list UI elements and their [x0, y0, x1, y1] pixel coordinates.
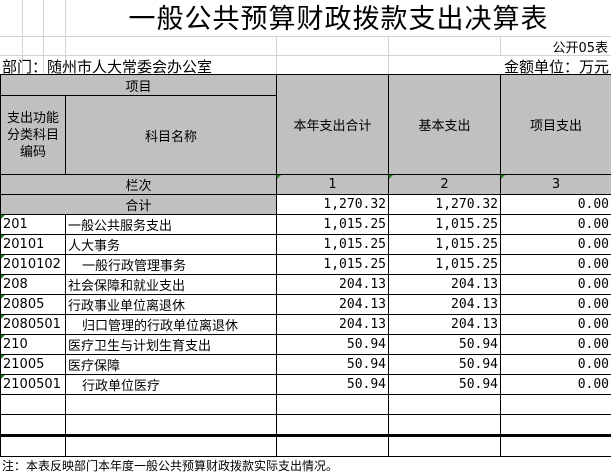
table-row: 2010102 一般行政管理事务 1,015.25 1,015.25 0.00 [0, 254, 611, 275]
row-code: 201 [0, 214, 66, 235]
seq-3: 3 [500, 174, 611, 195]
row-project: 0.00 [500, 294, 611, 315]
row-project: 0.00 [500, 234, 611, 255]
row-basic: 50.94 [388, 354, 502, 375]
empty-cell [276, 435, 390, 457]
table-row: 2080501 归口管理的行政单位离退休 204.13 204.13 0.00 [0, 314, 611, 335]
row-total: 50.94 [276, 374, 390, 395]
header-name: 科目名称 [64, 95, 278, 175]
row-basic: 1,015.25 [388, 214, 502, 235]
row-project: 0.00 [500, 214, 611, 235]
empty-cell [64, 414, 278, 436]
row-total: 204.13 [276, 294, 390, 315]
empty-cell [388, 414, 502, 436]
row-project: 0.00 [500, 254, 611, 275]
row-code: 210 [0, 334, 66, 355]
row-project: 0.00 [500, 354, 611, 375]
total-basic: 1,270.32 [388, 194, 502, 215]
row-project: 0.00 [500, 314, 611, 335]
total-project: 0.00 [500, 194, 611, 215]
row-name: 医疗卫生与计划生育支出 [64, 334, 278, 355]
empty-cell [500, 414, 611, 436]
empty-cell [276, 394, 390, 415]
empty-cell [276, 414, 390, 436]
empty-cell [500, 435, 611, 457]
page-title: 一般公共预算财政拨款支出决算表 [128, 4, 549, 35]
row-name: 人大事务 [64, 234, 278, 255]
unit-label: 金额单位：万元 [503, 58, 609, 76]
table-row: 201 一般公共服务支出 1,015.25 1,015.25 0.00 [0, 214, 611, 235]
row-name: 归口管理的行政单位离退休 [64, 314, 278, 335]
department-label: 部门：随州市人大常委会办公室 [2, 58, 213, 76]
seq-label: 栏次 [0, 174, 278, 195]
empty-cell [64, 394, 278, 415]
table-row: 21005 医疗保障 50.94 50.94 0.00 [0, 354, 611, 375]
row-total: 50.94 [276, 334, 390, 355]
empty-cell [388, 435, 502, 457]
row-name: 行政单位医疗 [64, 374, 278, 395]
empty-cell [0, 394, 66, 415]
row-name: 一般公共服务支出 [64, 214, 278, 235]
table-row: 20101 人大事务 1,015.25 1,015.25 0.00 [0, 234, 611, 255]
table-row: 2100501 行政单位医疗 50.94 50.94 0.00 [0, 374, 611, 395]
row-name: 行政事业单位离退休 [64, 294, 278, 315]
header-total: 本年支出合计 [276, 74, 390, 175]
header-project: 项目 [0, 74, 278, 96]
header-project-exp: 项目支出 [500, 74, 611, 175]
row-code: 208 [0, 274, 66, 295]
row-code: 2010102 [0, 254, 66, 275]
empty-cell [500, 394, 611, 415]
row-name: 社会保障和就业支出 [64, 274, 278, 295]
row-name: 一般行政管理事务 [64, 254, 278, 275]
row-basic: 1,015.25 [388, 234, 502, 255]
row-total: 1,015.25 [276, 234, 390, 255]
empty-cell [0, 414, 66, 436]
seq-2: 2 [388, 174, 502, 195]
header-code: 支出功能分类科目编码 [0, 95, 66, 175]
total-label: 合计 [0, 194, 278, 215]
row-code: 2080501 [0, 314, 66, 335]
row-total: 50.94 [276, 354, 390, 375]
row-basic: 1,015.25 [388, 254, 502, 275]
footnote: 注：本表反映部门本年度一般公共预算财政拨款实际支出情况。 [2, 459, 339, 473]
total-total: 1,270.32 [276, 194, 390, 215]
row-basic: 204.13 [388, 294, 502, 315]
row-name: 医疗保障 [64, 354, 278, 375]
expenditure-table: 项目 本年支出合计 基本支出 项目支出 支出功能分类科目编码 科目名称 栏次 1… [0, 74, 611, 457]
row-code: 21005 [0, 354, 66, 375]
table-row: 20805 行政事业单位离退休 204.13 204.13 0.00 [0, 294, 611, 315]
gridline [0, 55, 611, 56]
empty-cell [388, 394, 502, 415]
row-total: 204.13 [276, 314, 390, 335]
row-basic: 204.13 [388, 314, 502, 335]
row-code: 20805 [0, 294, 66, 315]
row-basic: 50.94 [388, 374, 502, 395]
gridline [22, 0, 23, 74]
gridline [43, 0, 44, 74]
row-code: 2100501 [0, 374, 66, 395]
empty-row [0, 414, 611, 436]
gridline [65, 0, 66, 74]
table-row: 208 社会保障和就业支出 204.13 204.13 0.00 [0, 274, 611, 295]
row-project: 0.00 [500, 334, 611, 355]
header-basic: 基本支出 [388, 74, 502, 175]
row-total: 204.13 [276, 274, 390, 295]
empty-row [0, 435, 611, 457]
row-basic: 204.13 [388, 274, 502, 295]
empty-cell [0, 435, 66, 457]
row-project: 0.00 [500, 374, 611, 395]
table-row: 210 医疗卫生与计划生育支出 50.94 50.94 0.00 [0, 334, 611, 355]
row-project: 0.00 [500, 274, 611, 295]
seq-1: 1 [276, 174, 390, 195]
gridline [0, 36, 611, 37]
row-basic: 50.94 [388, 334, 502, 355]
row-total: 1,015.25 [276, 214, 390, 235]
empty-cell [64, 435, 278, 457]
gridline [500, 36, 501, 56]
row-code: 20101 [0, 234, 66, 255]
row-total: 1,015.25 [276, 254, 390, 275]
empty-row [0, 394, 611, 415]
form-code: 公开05表 [552, 41, 608, 56]
